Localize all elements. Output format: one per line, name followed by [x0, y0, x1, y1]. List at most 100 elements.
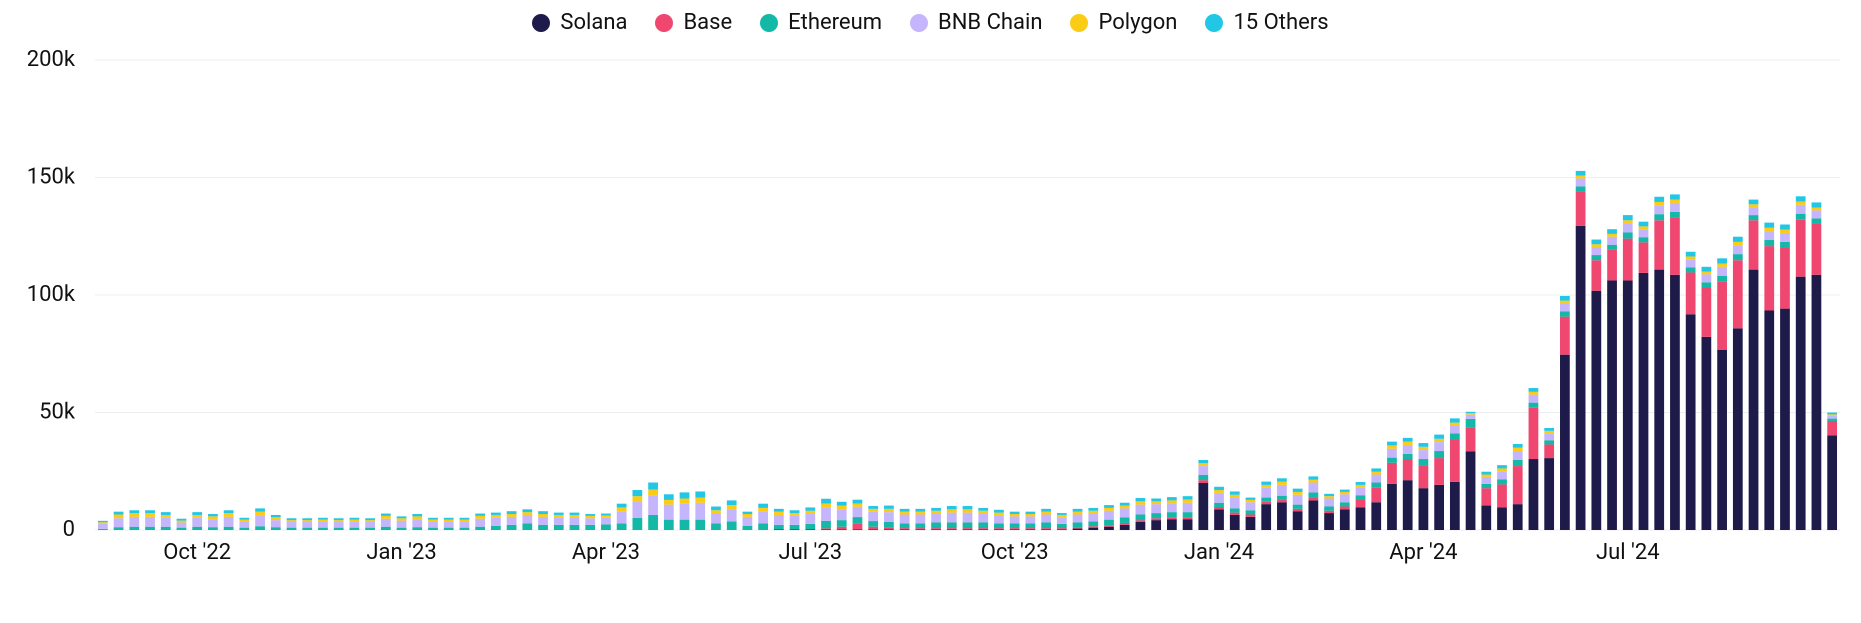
- bar-segment-ethereum[interactable]: [350, 528, 360, 530]
- bar-segment-solana[interactable]: [900, 530, 910, 531]
- bar-segment-others[interactable]: [1073, 509, 1083, 512]
- bar-segment-polygon[interactable]: [381, 516, 391, 519]
- bar-segment-polygon[interactable]: [129, 513, 139, 517]
- bar-segment-ethereum[interactable]: [1827, 419, 1837, 421]
- bar-segment-bnb[interactable]: [680, 504, 690, 520]
- bar-segment-others[interactable]: [1481, 472, 1491, 475]
- bar-segment-ethereum[interactable]: [1450, 433, 1460, 440]
- bar-segment-others[interactable]: [1560, 296, 1570, 301]
- bar-segment-bnb[interactable]: [1576, 178, 1586, 186]
- bar-segment-bnb[interactable]: [318, 522, 328, 528]
- bar-segment-base[interactable]: [978, 528, 988, 529]
- bar-segment-polygon[interactable]: [963, 509, 973, 512]
- bar-segment-ethereum[interactable]: [570, 525, 580, 530]
- legend-item-others[interactable]: 15 Others: [1205, 10, 1328, 35]
- bar-segment-others[interactable]: [1733, 237, 1743, 242]
- bar-segment-solana[interactable]: [1230, 515, 1240, 530]
- bar-segment-polygon[interactable]: [318, 520, 328, 522]
- bar-segment-bnb[interactable]: [1371, 475, 1381, 483]
- bar-segment-others[interactable]: [287, 518, 297, 520]
- bar-segment-base[interactable]: [1654, 220, 1664, 269]
- bar-segment-ethereum[interactable]: [931, 522, 941, 528]
- bar-segment-polygon[interactable]: [1717, 264, 1727, 267]
- bar-segment-polygon[interactable]: [554, 515, 564, 517]
- bar-segment-base[interactable]: [1450, 440, 1460, 482]
- bar-segment-others[interactable]: [1749, 200, 1759, 205]
- bar-segment-bnb[interactable]: [1356, 487, 1366, 495]
- bar-segment-polygon[interactable]: [1041, 512, 1051, 515]
- bar-segment-polygon[interactable]: [837, 506, 847, 510]
- bar-segment-polygon[interactable]: [821, 503, 831, 507]
- bar-segment-bnb[interactable]: [900, 514, 910, 523]
- bar-segment-others[interactable]: [1151, 499, 1161, 502]
- bar-segment-polygon[interactable]: [1151, 501, 1161, 504]
- bar-segment-polygon[interactable]: [412, 516, 422, 519]
- bar-segment-solana[interactable]: [1591, 291, 1601, 530]
- bar-segment-bnb[interactable]: [727, 509, 737, 521]
- bar-segment-ethereum[interactable]: [129, 527, 139, 530]
- bar-segment-ethereum[interactable]: [853, 517, 863, 524]
- bar-segment-solana[interactable]: [1497, 507, 1507, 530]
- bar-segment-others[interactable]: [1340, 490, 1350, 492]
- bar-segment-solana[interactable]: [1702, 337, 1712, 530]
- bar-segment-base[interactable]: [1198, 480, 1208, 483]
- bar-segment-ethereum[interactable]: [365, 528, 375, 530]
- bar-segment-polygon[interactable]: [1481, 475, 1491, 477]
- bar-segment-bnb[interactable]: [1670, 203, 1680, 212]
- bar-segment-solana[interactable]: [1670, 275, 1680, 530]
- bar-segment-base[interactable]: [1246, 514, 1256, 516]
- bar-segment-solana[interactable]: [1717, 350, 1727, 530]
- bar-segment-solana[interactable]: [1136, 522, 1146, 530]
- bar-segment-polygon[interactable]: [365, 520, 375, 522]
- bar-segment-polygon[interactable]: [900, 512, 910, 515]
- bar-segment-polygon[interactable]: [1214, 490, 1224, 493]
- bar-segment-ethereum[interactable]: [1340, 502, 1350, 506]
- bar-segment-ethereum[interactable]: [192, 527, 202, 530]
- bar-segment-others[interactable]: [570, 513, 580, 515]
- bar-segment-bnb[interactable]: [1591, 247, 1601, 255]
- bar-segment-bnb[interactable]: [1466, 415, 1476, 419]
- bar-segment-bnb[interactable]: [1623, 224, 1633, 233]
- bar-segment-bnb[interactable]: [177, 522, 187, 527]
- bar-segment-bnb[interactable]: [1104, 511, 1114, 520]
- bar-segment-polygon[interactable]: [695, 498, 705, 503]
- bar-segment-bnb[interactable]: [1434, 442, 1444, 451]
- bar-segment-base[interactable]: [837, 527, 847, 530]
- legend-item-base[interactable]: Base: [655, 10, 732, 35]
- bar-segment-bnb[interactable]: [192, 518, 202, 527]
- bar-segment-base[interactable]: [1560, 317, 1570, 355]
- bar-segment-solana[interactable]: [915, 530, 925, 531]
- bar-segment-solana[interactable]: [1403, 480, 1413, 530]
- bar-segment-polygon[interactable]: [632, 496, 642, 501]
- bar-segment-solana[interactable]: [1371, 502, 1381, 530]
- bar-segment-ethereum[interactable]: [711, 523, 721, 530]
- bar-segment-others[interactable]: [1623, 215, 1633, 220]
- bar-segment-bnb[interactable]: [1261, 488, 1271, 498]
- bar-segment-others[interactable]: [114, 512, 124, 515]
- bar-segment-base[interactable]: [1513, 466, 1523, 504]
- bar-segment-base[interactable]: [884, 528, 894, 530]
- bar-segment-bnb[interactable]: [1764, 231, 1774, 240]
- bar-segment-others[interactable]: [853, 500, 863, 504]
- bar-segment-others[interactable]: [177, 519, 187, 521]
- bar-segment-ethereum[interactable]: [1151, 513, 1161, 518]
- bar-segment-ethereum[interactable]: [1324, 507, 1334, 511]
- bar-segment-others[interactable]: [1544, 428, 1554, 431]
- bar-segment-others[interactable]: [318, 518, 328, 520]
- bar-segment-base[interactable]: [1702, 287, 1712, 336]
- bar-segment-base[interactable]: [1324, 511, 1334, 513]
- bar-segment-polygon[interactable]: [1702, 272, 1712, 275]
- bar-segment-polygon[interactable]: [711, 510, 721, 513]
- bar-segment-bnb[interactable]: [98, 524, 108, 529]
- bar-segment-ethereum[interactable]: [1183, 512, 1193, 517]
- bar-segment-polygon[interactable]: [1670, 200, 1680, 203]
- bar-segment-polygon[interactable]: [1371, 472, 1381, 475]
- bar-segment-solana[interactable]: [1198, 483, 1208, 530]
- bar-segment-bnb[interactable]: [114, 518, 124, 527]
- bar-segment-bnb[interactable]: [978, 514, 988, 523]
- bar-segment-base[interactable]: [1812, 224, 1822, 275]
- bar-segment-others[interactable]: [1088, 508, 1098, 511]
- bar-segment-others[interactable]: [1356, 482, 1366, 485]
- bar-segment-polygon[interactable]: [931, 511, 941, 514]
- bar-segment-bnb[interactable]: [1073, 514, 1083, 522]
